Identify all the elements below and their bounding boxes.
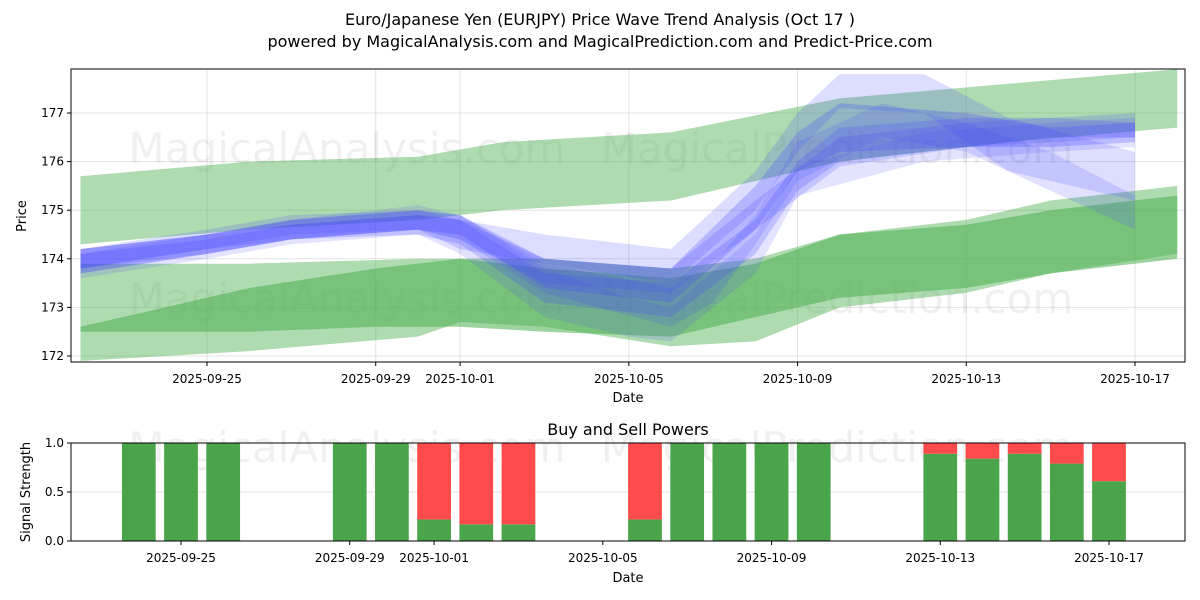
buy-bar xyxy=(332,443,367,541)
price-y-ticks: 172 173 174 175 176 177 xyxy=(41,106,71,363)
x-tick-label: 2025-10-09 xyxy=(737,551,807,565)
sell-bar xyxy=(628,443,662,520)
buy-bar xyxy=(754,443,789,541)
y-tick-label: 174 xyxy=(41,252,64,266)
y-tick-label: 175 xyxy=(41,203,64,217)
buy-bar xyxy=(121,443,156,541)
signal-y-ticks: 0.0 0.5 1.0 xyxy=(45,436,71,548)
buy-bar xyxy=(375,443,409,541)
sell-bar xyxy=(501,443,536,525)
wave-5 xyxy=(80,117,1135,342)
price-chart: MagicalAnalysis.com MagicalPrediction.co… xyxy=(15,68,1186,406)
x-tick-label: 2025-09-29 xyxy=(315,551,385,565)
x-tick-label: 2025-09-25 xyxy=(146,551,216,565)
y-tick-label: 1.0 xyxy=(45,436,64,450)
buy-bar xyxy=(1092,481,1126,541)
signal-y-label: Signal Strength xyxy=(19,442,34,542)
buy-bar xyxy=(1007,453,1042,541)
y-tick-label: 172 xyxy=(41,349,64,363)
signal-x-label: Date xyxy=(612,571,643,586)
x-tick-label: 2025-10-01 xyxy=(399,551,469,565)
buy-bar xyxy=(796,443,831,541)
sell-bar xyxy=(965,443,1000,459)
buy-bar xyxy=(923,453,958,541)
y-tick-label: 173 xyxy=(41,300,64,314)
wave-2 xyxy=(80,117,1135,318)
signal-bars xyxy=(121,443,1126,541)
signal-x-ticks: 2025-09-25 2025-09-29 2025-10-01 2025-10-05… xyxy=(146,541,1144,565)
x-tick-label: 2025-10-13 xyxy=(905,551,975,565)
watermark: MagicalPrediction.com xyxy=(601,124,1074,173)
x-tick-label: 2025-10-13 xyxy=(931,372,1001,386)
sell-bar xyxy=(1007,443,1042,454)
lower-green-band-dark xyxy=(80,195,1178,337)
buy-bar xyxy=(459,524,494,541)
sell-bar xyxy=(459,443,494,525)
price-x-label: Date xyxy=(612,391,643,406)
x-tick-label: 2025-10-17 xyxy=(1074,551,1144,565)
buy-bar xyxy=(628,519,662,541)
price-y-label: Price xyxy=(15,200,30,232)
wave-6 xyxy=(80,113,1135,293)
chart-subtitle: powered by MagicalAnalysis.com and Magic… xyxy=(267,32,933,51)
x-tick-label: 2025-10-05 xyxy=(568,551,638,565)
x-tick-label: 2025-10-09 xyxy=(763,372,833,386)
wave-3 xyxy=(80,74,1135,284)
sell-bar xyxy=(923,443,958,454)
buy-bar xyxy=(670,443,705,541)
watermark: MagicalAnalysis.com xyxy=(129,124,566,173)
x-tick-label: 2025-10-17 xyxy=(1100,372,1170,386)
sell-bar xyxy=(1092,443,1126,482)
sell-bar xyxy=(1049,443,1084,464)
price-bands xyxy=(80,69,1178,361)
sell-bar xyxy=(417,443,451,520)
chart-title: Euro/Japanese Yen (EURJPY) Price Wave Tr… xyxy=(344,10,856,29)
upper-green-band xyxy=(80,69,1178,245)
y-tick-label: 0.5 xyxy=(45,485,64,499)
buy-bar xyxy=(965,458,1000,541)
x-tick-label: 2025-09-25 xyxy=(172,372,242,386)
buy-bar xyxy=(206,443,241,541)
y-tick-label: 0.0 xyxy=(45,534,64,548)
y-tick-label: 176 xyxy=(41,155,64,169)
signal-chart-title: Buy and Sell Powers xyxy=(547,420,709,439)
buy-bar xyxy=(501,524,536,541)
x-tick-label: 2025-09-29 xyxy=(341,372,411,386)
wave-4 xyxy=(80,103,1135,327)
price-plot-frame xyxy=(70,68,1186,363)
signal-chart: Buy and Sell Powers MagicalAnalysis.com … xyxy=(19,420,1186,586)
x-tick-label: 2025-10-01 xyxy=(425,372,495,386)
buy-bar xyxy=(164,443,198,541)
y-tick-label: 177 xyxy=(41,106,64,120)
buy-bar xyxy=(417,519,451,541)
buy-bar xyxy=(712,443,747,541)
buy-bar xyxy=(1049,463,1084,541)
x-tick-label: 2025-10-05 xyxy=(594,372,664,386)
price-x-ticks: 2025-09-25 2025-09-29 2025-10-01 2025-10-05… xyxy=(172,362,1170,386)
